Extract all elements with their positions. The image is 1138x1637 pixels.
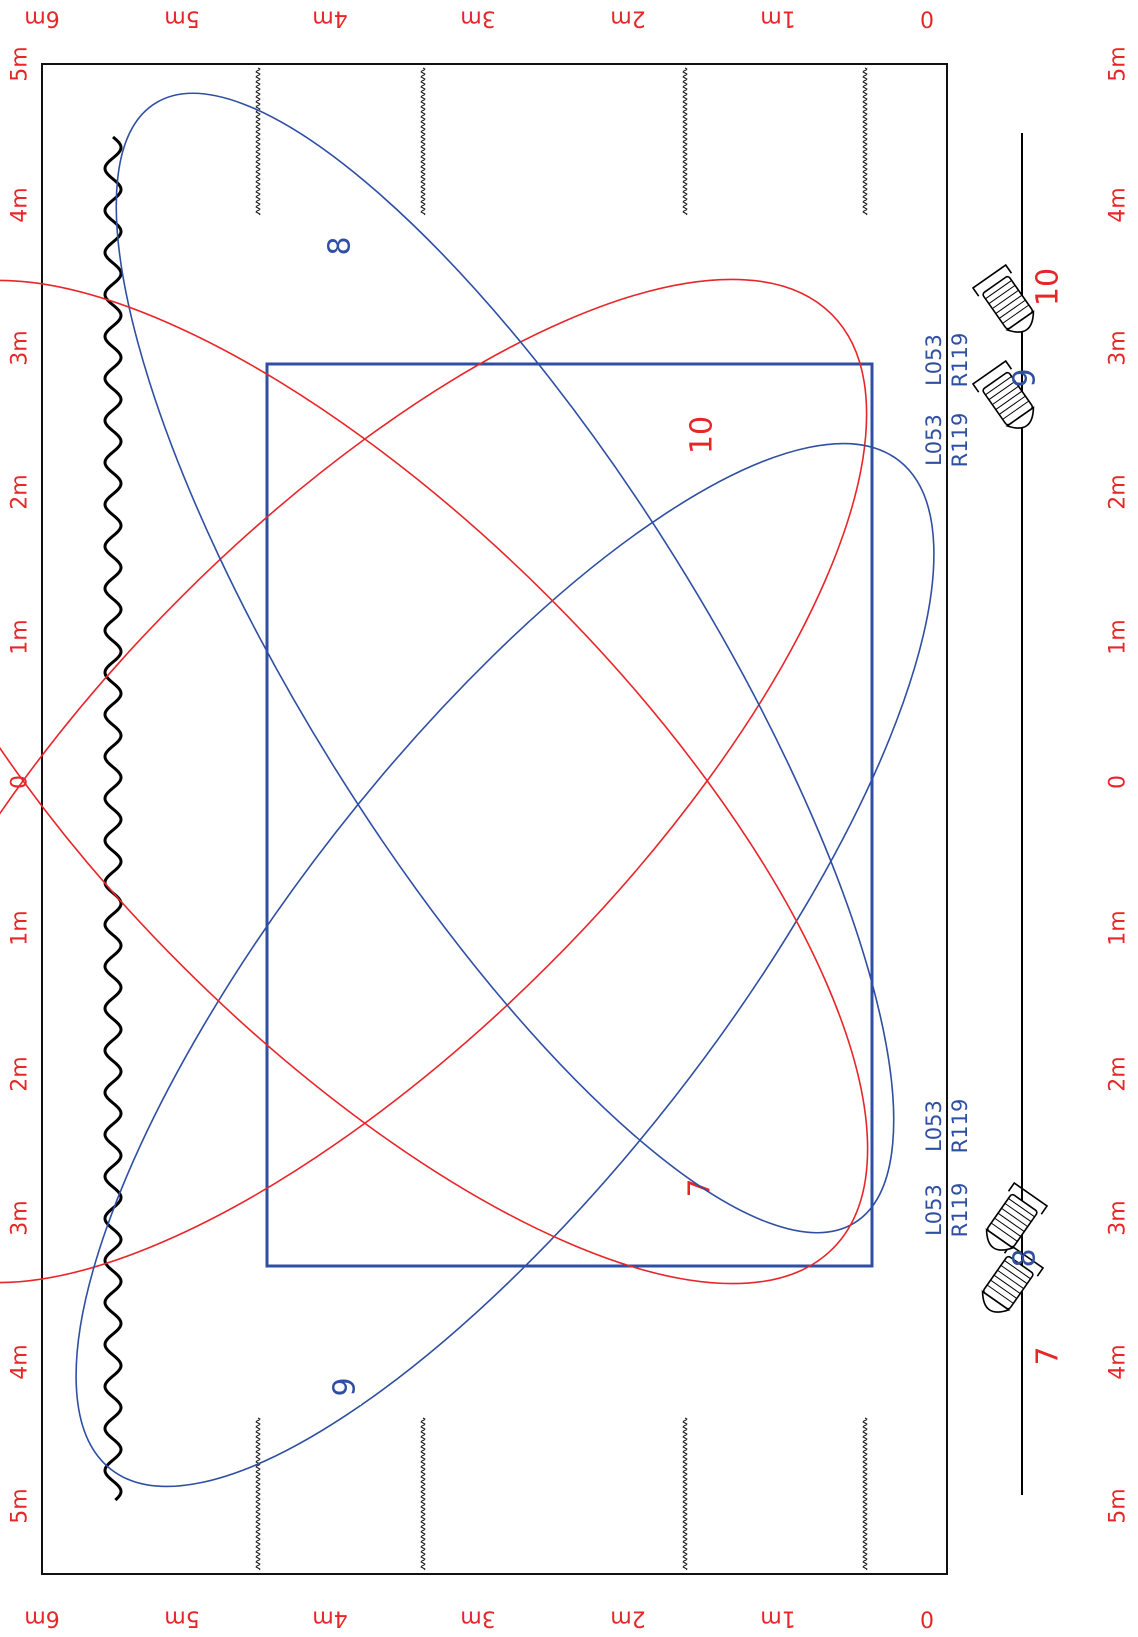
wing-masking — [862, 1417, 868, 1571]
fixture-8-icon — [985, 1181, 1049, 1251]
gel-code-rosco: R119 — [948, 1099, 972, 1154]
beam-9-outline — [75, 442, 935, 1488]
ruler-right-label: 3m — [1106, 330, 1131, 365]
ruler-top-label: 3m — [460, 6, 495, 31]
wing-masking — [862, 67, 868, 216]
ruler-top-label: 0 — [920, 6, 934, 31]
stage-outline — [41, 63, 948, 1575]
ruler-left-label: 5m — [8, 46, 33, 81]
fixture-10-label: 10 — [1031, 268, 1066, 306]
wing-masking — [682, 1417, 688, 1571]
beam-label-backdrop — [686, 417, 718, 453]
ruler-bottom-label: 3m — [460, 1606, 495, 1631]
beam-10-label: 10 — [685, 416, 720, 454]
beam-8-outline — [115, 92, 895, 1234]
gel-code-rosco: R119 — [948, 1183, 972, 1238]
ruler-top-label: 5m — [164, 6, 199, 31]
gel-code-lee: L053 — [922, 334, 946, 386]
beam-label-backdrop — [324, 228, 356, 264]
ruler-bottom-label: 2m — [610, 1606, 645, 1631]
gel-code-rosco: R119 — [948, 413, 972, 468]
ruler-top-label: 2m — [610, 6, 645, 31]
ruler-bottom-label: 0 — [920, 1606, 934, 1631]
wing-masking — [420, 67, 426, 216]
wing-masking — [420, 1417, 426, 1571]
ruler-left-label: 2m — [8, 474, 33, 509]
gel-code-lee: L053 — [922, 414, 946, 466]
ruler-left-label: 1m — [8, 910, 33, 945]
gel-code-lee: L053 — [922, 1100, 946, 1152]
beam-9-label: 9 — [328, 1377, 363, 1396]
ruler-right-label: 1m — [1106, 910, 1131, 945]
beam-7-outline — [0, 278, 868, 1284]
ruler-left-label: 1m — [8, 619, 33, 654]
ruler-right-label: 2m — [1106, 1056, 1131, 1091]
ruler-bottom-label: 5m — [164, 1606, 199, 1631]
ruler-right-label: 5m — [1106, 1488, 1131, 1523]
beam-label-backdrop — [329, 1369, 361, 1405]
fixture-7-label: 7 — [1031, 1346, 1066, 1365]
ruler-left-label: 4m — [8, 187, 33, 222]
ruler-left-label: 5m — [8, 1488, 33, 1523]
ruler-top-label: 1m — [760, 6, 795, 31]
ruler-left-label: 4m — [8, 1344, 33, 1379]
ruler-left-label: 2m — [8, 1056, 33, 1091]
ruler-right-label: 2m — [1106, 474, 1131, 509]
fixture-9-label: 9 — [1008, 368, 1043, 387]
ruler-bottom-label: 1m — [760, 1606, 795, 1631]
beam-10-outline — [0, 279, 869, 1285]
ruler-right-label: 0 — [1106, 775, 1131, 789]
gel-code-rosco: R119 — [948, 333, 972, 388]
ruler-right-label: 5m — [1106, 46, 1131, 81]
wing-masking — [682, 67, 688, 216]
ruler-bottom-label: 4m — [312, 1606, 347, 1631]
fixture-9-icon — [971, 359, 1035, 429]
ruler-right-label: 4m — [1106, 1344, 1131, 1379]
beam-8-label: 8 — [323, 236, 358, 255]
ruler-right-label: 4m — [1106, 187, 1131, 222]
ruler-top-label: 6m — [24, 6, 59, 31]
wing-masking — [255, 67, 261, 216]
beam-label-backdrop — [684, 1170, 716, 1206]
ruler-top-label: 4m — [312, 6, 347, 31]
upstage-curtain — [103, 135, 123, 1502]
ruler-left-label: 3m — [8, 1200, 33, 1235]
ruler-left-label: 3m — [8, 330, 33, 365]
fixture-10-icon — [971, 263, 1035, 333]
wing-masking — [255, 1417, 261, 1571]
ruler-bottom-label: 6m — [24, 1606, 59, 1631]
ruler-right-label: 1m — [1106, 619, 1131, 654]
acting-area — [265, 362, 874, 1268]
fixture-8-label: 8 — [1008, 1248, 1043, 1267]
ruler-right-label: 3m — [1106, 1200, 1131, 1235]
gel-code-lee: L053 — [922, 1184, 946, 1236]
